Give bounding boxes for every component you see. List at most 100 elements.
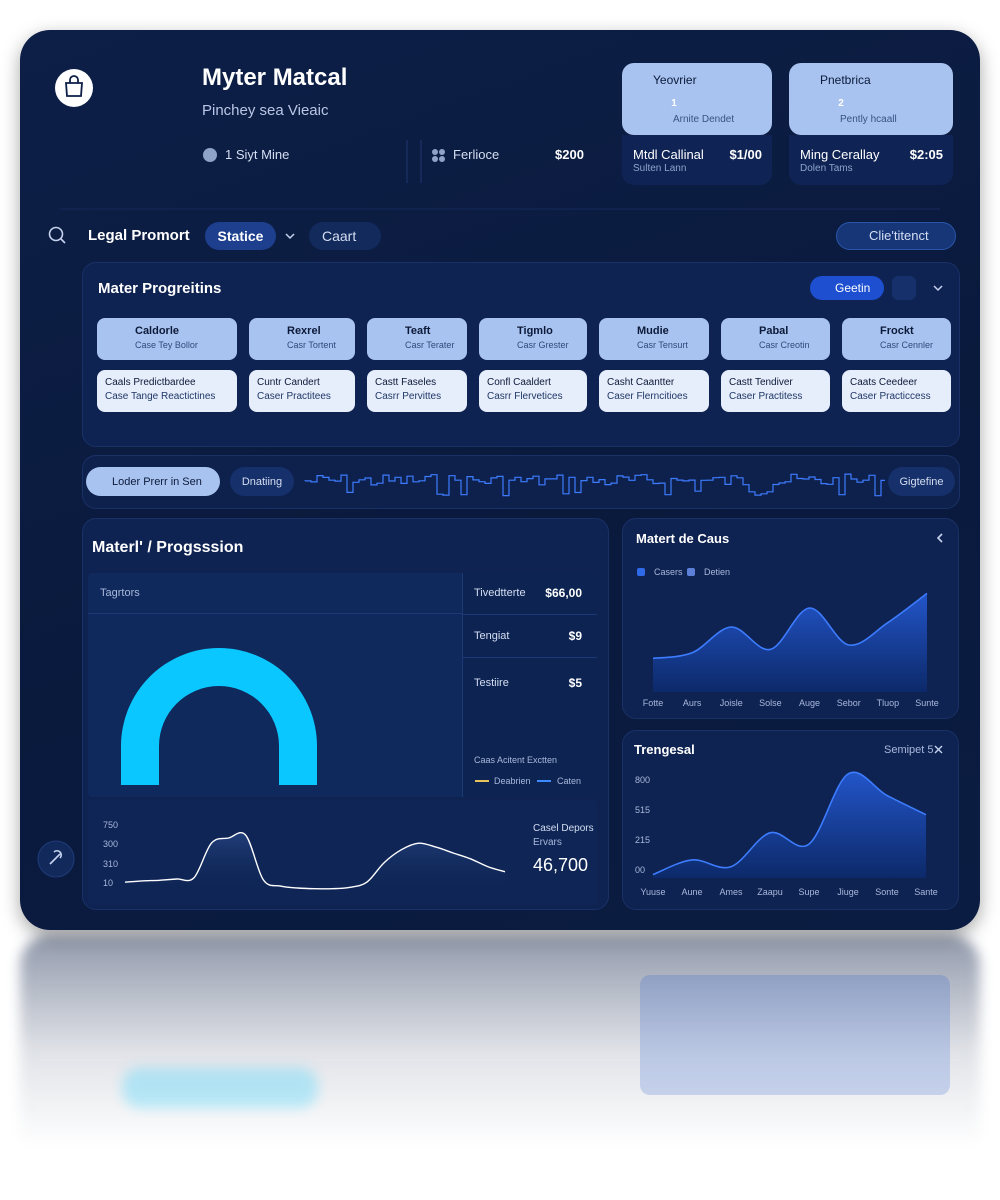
stat-value: $200 <box>555 147 584 162</box>
person-role: Casr Tensurt <box>637 340 688 350</box>
x-tick-label: Yuuse <box>640 887 666 897</box>
reflection-chart <box>640 975 950 1095</box>
action-detail: Caser Practiccess <box>850 391 931 402</box>
waveform-line <box>304 473 885 497</box>
person-card <box>479 318 587 360</box>
reflection-gauge <box>122 1068 318 1108</box>
person-name: Tigmlo <box>517 325 553 337</box>
action-detail: Caser Practitees <box>257 391 331 402</box>
bag-icon <box>65 75 83 97</box>
client-label[interactable]: Clie'titenct <box>869 228 929 243</box>
info-icon <box>203 148 217 162</box>
panel-title: Materl' / Progsssion <box>92 539 244 556</box>
profile-amount: $1/00 <box>729 147 762 162</box>
action-detail: Casrr Pervittes <box>375 391 442 402</box>
action-title: Casht Caantter <box>607 377 675 388</box>
area-fill <box>653 772 926 878</box>
stat-label: 1 Siyt Mine <box>225 147 290 162</box>
waveform <box>304 473 885 497</box>
legend-label: Detien <box>704 567 731 577</box>
progression-rows <box>462 573 598 797</box>
summary-label: Casel Depors <box>533 823 594 834</box>
action-card[interactable] <box>599 370 709 412</box>
action-card[interactable] <box>721 370 830 412</box>
line <box>124 832 506 890</box>
badge-number: 1 <box>671 98 677 109</box>
chart-subtitle: Semipet 5 <box>884 744 934 756</box>
summary-value: 46,700 <box>533 855 589 875</box>
action-card[interactable] <box>479 370 587 412</box>
person-name: Frockt <box>880 325 914 337</box>
action-title: Castt Tendiver <box>729 377 793 388</box>
action-card[interactable] <box>249 370 355 412</box>
area-fill <box>653 593 927 692</box>
y-axis-label: 10 <box>103 878 114 888</box>
action-detail: Caser Practitess <box>729 391 803 402</box>
badge-number: 2 <box>838 98 844 109</box>
x-tick-label: Ames <box>719 887 743 897</box>
action-title: Confl Caaldert <box>487 377 551 388</box>
person-role: Casr Creotin <box>759 340 810 350</box>
search-icon <box>60 238 66 244</box>
profile-footer <box>789 135 953 185</box>
profile-name: Yeovrier <box>653 73 697 87</box>
legend-label: Caten <box>557 776 582 786</box>
x-tick-label: Aune <box>681 887 703 897</box>
strip-primary[interactable]: Loder Prerr in Sen <box>112 476 202 488</box>
filter-label[interactable]: Statice <box>217 228 264 244</box>
profile-card <box>789 63 953 135</box>
subtitle: Pinchey sea Vieaic <box>202 102 329 119</box>
title: Myter Matcal <box>202 64 348 91</box>
action-card[interactable] <box>367 370 467 412</box>
action-detail: Case Tange Reactictines <box>105 391 216 402</box>
x-tick-label: Supe <box>798 887 820 897</box>
y-axis-label: 215 <box>635 835 651 845</box>
action-card[interactable] <box>97 370 237 412</box>
reflection <box>20 935 980 1200</box>
person-card <box>599 318 709 360</box>
filter-label[interactable]: Caart <box>322 228 357 244</box>
gauge <box>121 648 317 785</box>
row-value: $66,00 <box>545 586 582 600</box>
legend-label: Deabrien <box>494 776 531 786</box>
y-axis-label: 00 <box>635 865 646 875</box>
line <box>652 771 927 876</box>
profile-title: Mtdl Callinal <box>633 147 704 162</box>
profile-amount: $2:05 <box>909 147 943 162</box>
search-label: Legal Promort <box>88 227 190 244</box>
table-rule <box>88 613 462 614</box>
close-icon <box>934 745 943 754</box>
strip-pill <box>888 467 955 496</box>
person-role: Casr Grester <box>517 340 569 350</box>
person-card <box>842 318 951 360</box>
x-tick-label: Joisle <box>719 698 743 708</box>
action-card[interactable] <box>842 370 951 412</box>
strip-secondary[interactable]: Dnatiing <box>241 476 283 488</box>
row-rule <box>462 614 597 615</box>
action-title: Caals Predictbardee <box>105 377 196 388</box>
app-icon <box>55 69 93 107</box>
button-label[interactable]: Geetin <box>835 281 871 295</box>
row-label: Tivedtterte <box>474 587 526 599</box>
profile-sub: Dolen Tams <box>800 163 853 174</box>
y-axis-label: 750 <box>103 820 119 830</box>
profile-card <box>622 63 772 135</box>
action-title: Caats Ceedeer <box>850 377 918 388</box>
row-value: $5 <box>568 676 582 690</box>
chart-title: Matert de Caus <box>636 531 730 546</box>
chart-title: Trengesal <box>634 742 695 757</box>
summary-sub: Ervars <box>533 837 562 848</box>
profile-title: Ming Cerallay <box>800 147 880 162</box>
person-card <box>249 318 355 360</box>
strip-end[interactable]: Gigtefine <box>899 476 944 488</box>
chevron <box>285 233 295 240</box>
table-header: Tagrtors <box>100 587 140 599</box>
person-card <box>97 318 237 360</box>
chevron <box>933 285 943 292</box>
person-name: Pabal <box>759 325 789 337</box>
profile-footer <box>622 135 772 185</box>
filter-pill <box>205 222 276 250</box>
x-tick-label: Aurs <box>682 698 702 708</box>
person-role: Casr Cennler <box>880 340 934 350</box>
